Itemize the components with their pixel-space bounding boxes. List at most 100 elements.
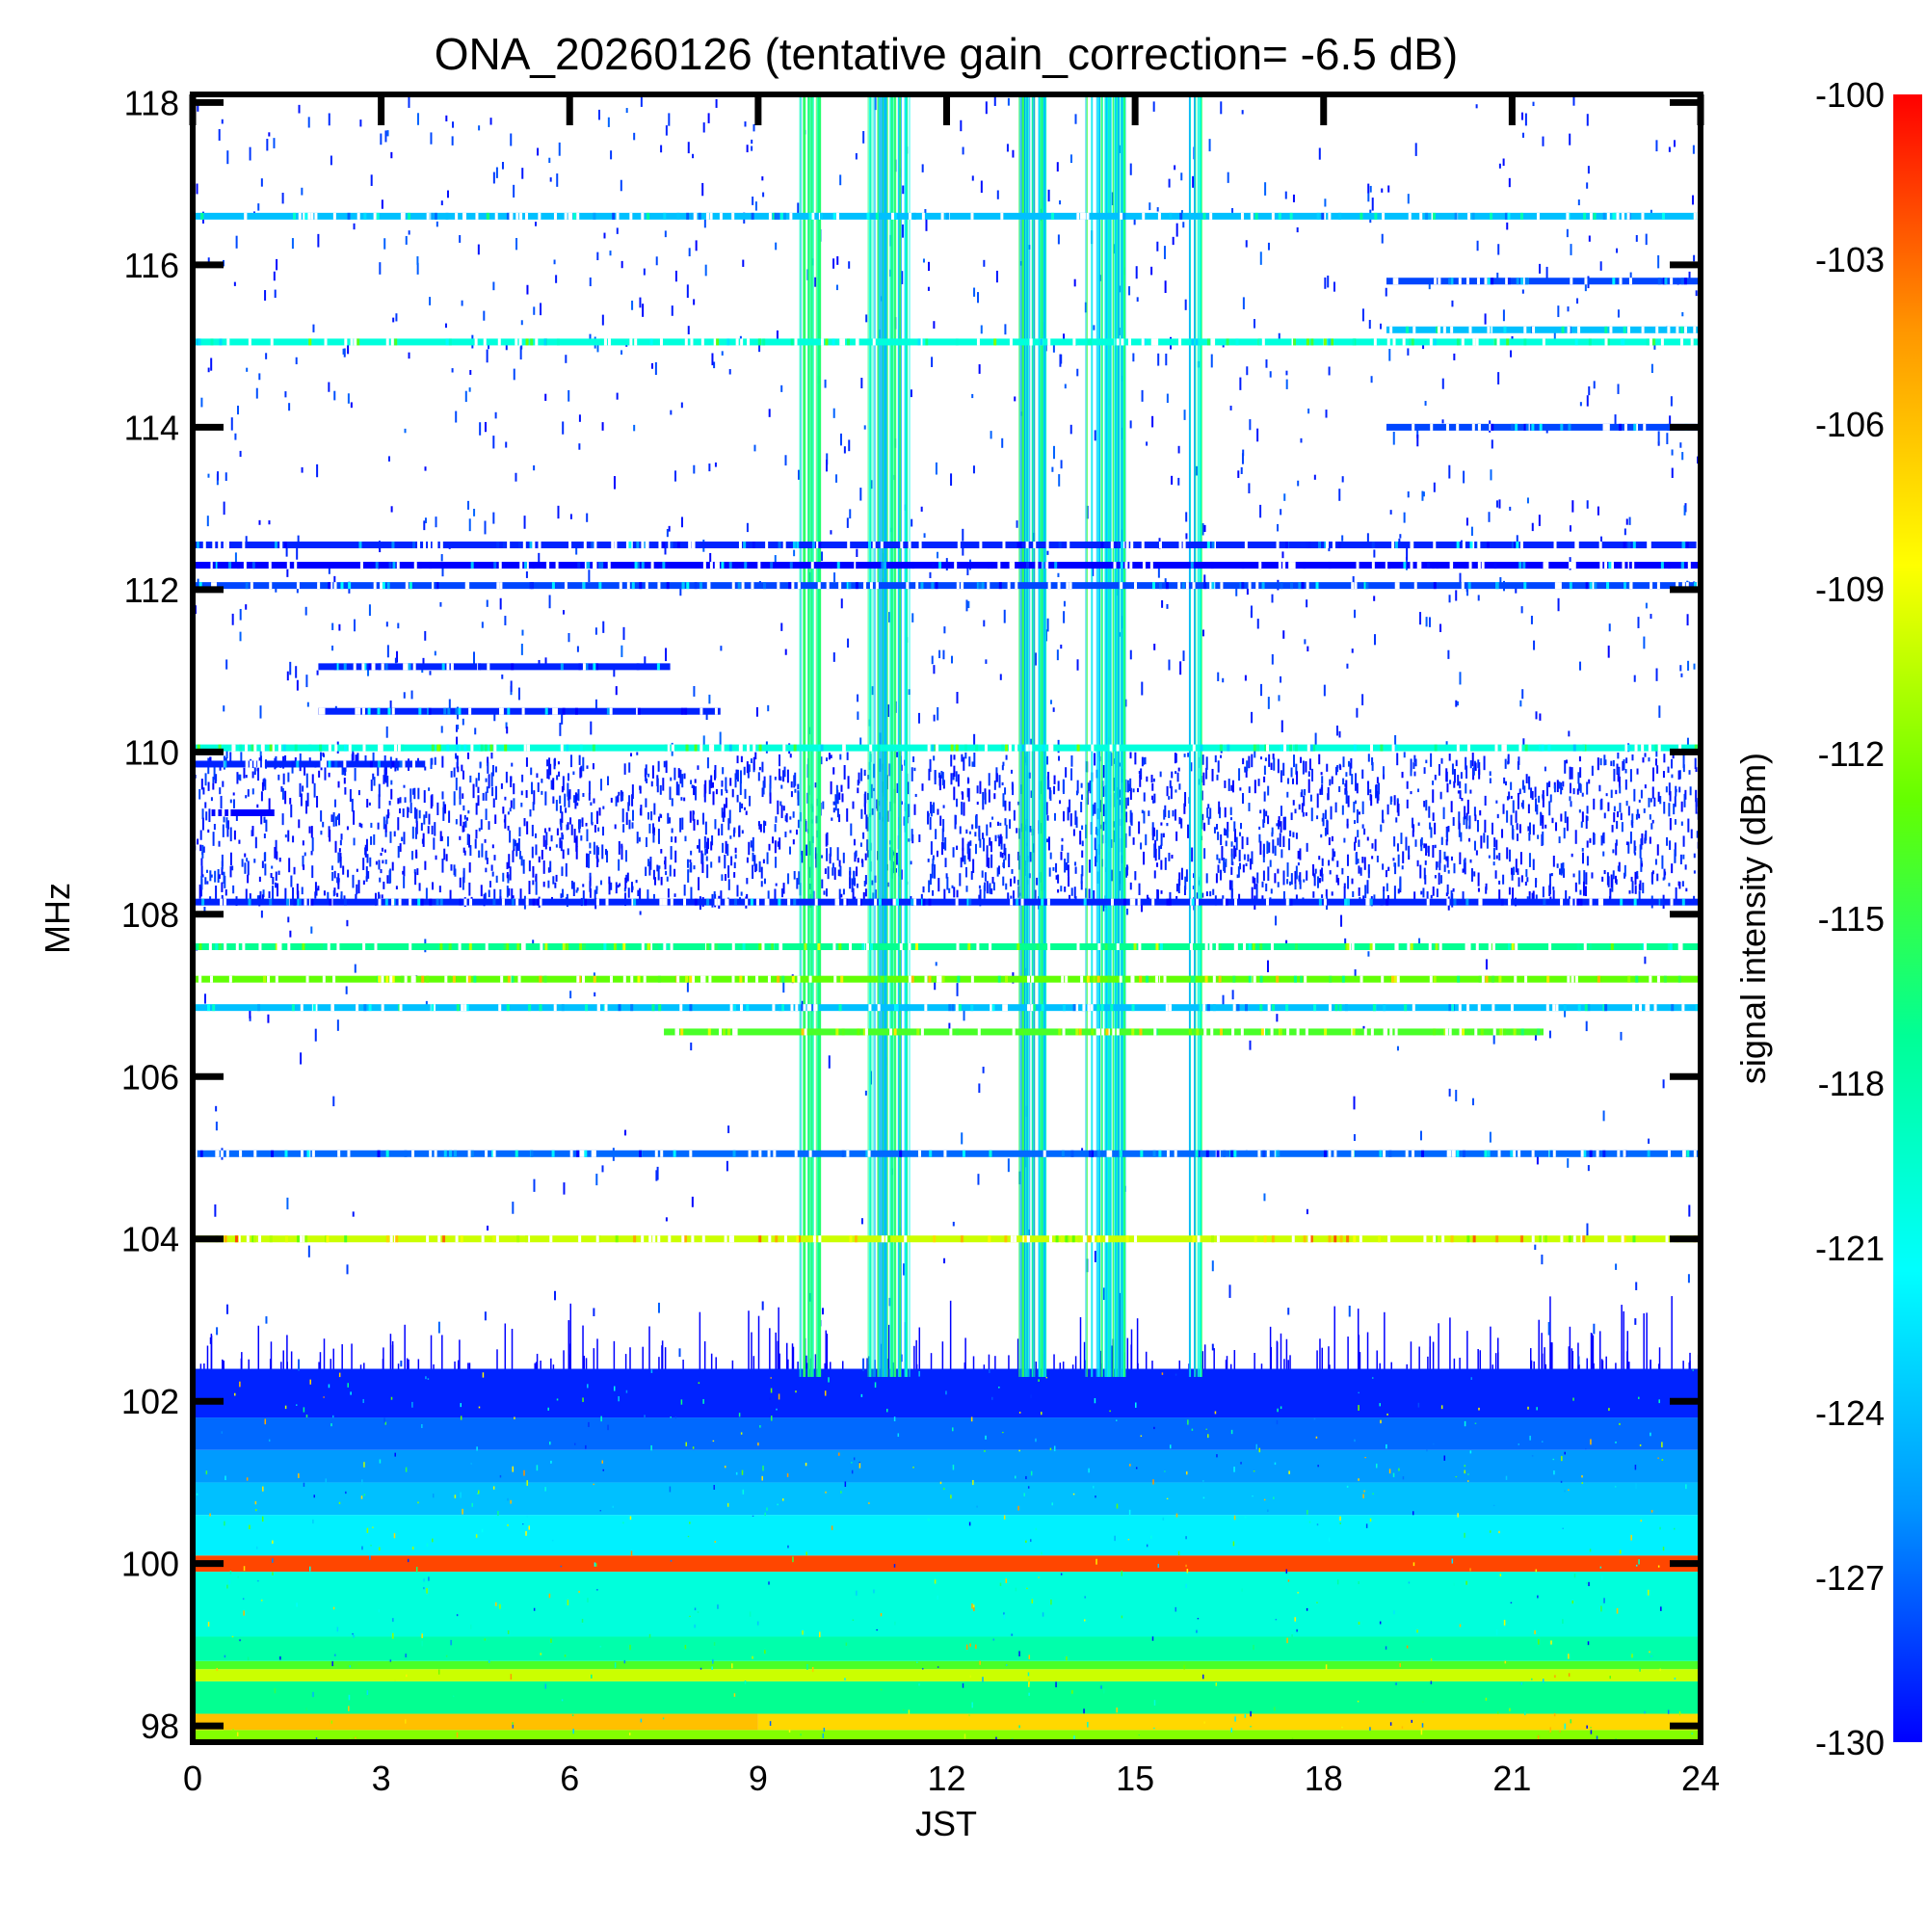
noise-mark [444,804,447,814]
noise-mark [1494,870,1497,879]
noise-mark [456,755,459,760]
noise-mark [750,840,752,848]
band-speckle [389,1659,392,1662]
scatter-mark [352,746,355,756]
scatter-mark [708,694,711,704]
band-speckle [1277,1408,1279,1413]
noise-mark [223,816,225,823]
noise-spike [1319,1338,1321,1369]
noise-mark [626,872,629,882]
noise-mark [783,766,786,778]
noise-mark [1220,869,1223,881]
noise-mark [1665,786,1668,793]
scatter-mark [961,1132,964,1145]
band-speckle [349,1665,352,1668]
band-speckle [536,1465,539,1471]
noise-mark [1342,778,1345,785]
noise-mark [1153,793,1156,804]
noise-mark [494,785,497,800]
noise-mark [839,865,842,877]
scatter-mark [1304,639,1307,645]
noise-spike [661,1345,663,1369]
band-speckle [392,1618,394,1622]
band-speckle [366,1690,369,1696]
noise-mark [1228,880,1231,890]
scatter-mark [695,240,698,251]
scatter-mark [801,1000,804,1006]
noise-mark [1049,790,1052,801]
noise-mark [430,757,433,770]
noise-mark [370,780,373,791]
noise-spike [1544,1347,1545,1369]
scatter-mark [1183,410,1186,420]
band-speckle [477,1493,479,1495]
noise-spike [391,1344,394,1369]
scatter-mark [469,369,472,375]
noise-mark [1134,752,1137,765]
noise-mark [631,822,634,829]
noise-mark [1314,868,1317,874]
band-speckle [757,1442,759,1446]
scatter-mark [1256,619,1259,629]
noise-mark [929,758,932,773]
noise-spike [286,1335,288,1369]
noise-mark [486,858,488,864]
noise-mark [872,787,875,792]
noise-mark [276,851,278,860]
noise-mark [1183,803,1186,814]
noise-spike [1533,1361,1535,1369]
band-speckle [507,1523,509,1526]
noise-spike [791,1343,794,1369]
band-speckle [1015,1475,1016,1479]
noise-mark [349,789,352,803]
burst-streak [909,94,911,1377]
noise-mark [293,866,296,875]
scatter-mark [333,575,336,583]
noise-mark [212,782,215,790]
noise-mark [1558,781,1561,789]
scatter-mark [950,473,953,487]
noise-mark [1271,827,1274,834]
scatter-mark [575,543,578,555]
carrier-speckle [1542,338,1545,346]
noise-mark [204,802,207,808]
noise-mark [1631,881,1634,894]
noise-mark [589,842,592,849]
noise-mark [1344,783,1347,787]
band-speckle [1562,1527,1564,1529]
scatter-mark [755,706,758,717]
noise-mark [1693,870,1696,874]
noise-mark [548,846,551,851]
noise-mark [739,781,742,796]
noise-mark [647,773,650,778]
noise-mark [264,863,267,876]
noise-mark [517,837,520,852]
burst-streak [1020,94,1023,1377]
scatter-mark [670,410,673,415]
noise-mark [785,813,788,823]
noise-mark [995,773,998,782]
noise-mark [801,850,804,863]
scatter-mark [281,193,284,204]
scatter-mark [259,745,262,758]
noise-mark [596,859,599,868]
noise-mark [1094,753,1096,766]
scatter-mark [1491,439,1493,449]
noise-mark [586,853,589,868]
noise-mark [1465,783,1467,794]
noise-mark [1569,796,1571,802]
band-speckle [1443,1455,1446,1461]
band [757,1713,1701,1731]
scatter-mark [1361,694,1364,705]
band-speckle [236,1732,239,1736]
noise-mark [1507,754,1510,764]
noise-spike [248,1359,250,1369]
noise-mark [940,841,943,856]
noise-mark [197,838,199,845]
scatter-mark [255,387,258,399]
burst-streak [1123,94,1125,1377]
scatter-mark [1524,113,1527,126]
noise-mark [1528,832,1531,841]
scatter-mark [568,389,570,402]
noise-mark [1473,807,1476,816]
